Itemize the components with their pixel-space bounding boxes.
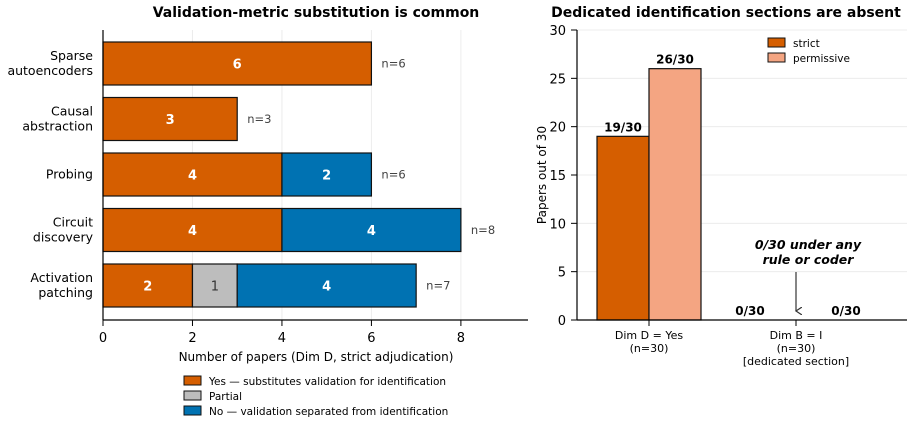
y-tick-label: 10 xyxy=(549,217,566,232)
y-tick-label: 20 xyxy=(549,121,566,136)
bar-value-label: 3 xyxy=(166,113,175,128)
n-count-label: n=6 xyxy=(381,168,405,182)
category-label: patching xyxy=(38,285,93,300)
bar-value-label: 0/30 xyxy=(831,304,860,318)
legend-swatch xyxy=(183,375,202,386)
right-y-axis-label: Papers out of 30 xyxy=(535,126,549,224)
legend-swatch xyxy=(183,405,202,416)
right-chart-title: Dedicated identification sections are ab… xyxy=(551,5,901,21)
bar-value-label: 4 xyxy=(188,169,197,184)
right-bars xyxy=(596,68,702,321)
bar-value-label: 2 xyxy=(322,169,331,184)
left-n-labels: n=6 n=3 n=6 n=8 n=7 xyxy=(247,57,495,293)
bar xyxy=(596,135,650,321)
bar-segment xyxy=(102,96,238,142)
category-label: (n=30) xyxy=(777,342,816,355)
n-count-label: n=7 xyxy=(426,279,450,293)
bar-value-label: 0/30 xyxy=(735,304,764,318)
left-bars xyxy=(102,41,462,308)
legend-label: Partial xyxy=(209,391,242,403)
x-tick-label: 4 xyxy=(278,331,286,346)
legend-swatch xyxy=(767,52,786,63)
x-tick-label: 6 xyxy=(367,331,375,346)
left-chart: Validation-metric substitution is common… xyxy=(7,5,528,418)
legend-label: Yes — substitutes validation for identif… xyxy=(208,376,446,388)
x-tick-label: 8 xyxy=(457,331,465,346)
n-count-label: n=6 xyxy=(381,57,405,71)
left-chart-title: Validation-metric substitution is common xyxy=(153,5,480,21)
category-label: Causal xyxy=(51,104,93,119)
legend-swatch xyxy=(183,390,202,401)
bar-value-label: 4 xyxy=(367,224,376,239)
y-tick-label: 0 xyxy=(558,314,566,329)
category-label: Probing xyxy=(46,167,93,182)
bar-value-label: 1 xyxy=(211,280,219,295)
right-legend: strict permissive xyxy=(767,37,850,65)
bar-segment xyxy=(281,207,462,253)
bar-value-label: 4 xyxy=(322,280,331,295)
y-tick-label: 30 xyxy=(549,24,566,39)
left-legend: Yes — substitutes validation for identif… xyxy=(183,375,448,418)
category-label: autoencoders xyxy=(7,63,93,78)
right-y-ticks: 0 5 10 15 20 25 30 xyxy=(549,24,577,329)
bar-segment xyxy=(102,152,283,197)
category-label: Dim D = Yes xyxy=(615,329,683,342)
legend-label: strict xyxy=(793,38,820,50)
category-label: abstraction xyxy=(22,119,93,134)
category-label: Circuit xyxy=(53,215,93,230)
y-tick-label: 15 xyxy=(549,169,566,184)
legend-label: No — validation separated from identific… xyxy=(209,406,448,418)
x-tick-label: 0 xyxy=(99,331,107,346)
category-label: (n=30) xyxy=(630,342,669,355)
annotation-text: rule or coder xyxy=(763,252,855,267)
bar-value-label: 2 xyxy=(143,280,152,295)
category-label: Sparse xyxy=(50,48,93,63)
bar-value-label: 19/30 xyxy=(604,120,642,134)
category-label: [dedicated section] xyxy=(743,355,849,368)
bar-value-label: 6 xyxy=(233,58,242,73)
left-value-labels: 6 3 4 2 4 4 2 1 4 xyxy=(143,58,376,295)
annotation-text: 0/30 under any xyxy=(755,237,862,252)
bar-segment xyxy=(236,263,417,308)
x-tick-label: 2 xyxy=(188,331,196,346)
right-value-labels: 19/30 26/30 0/30 0/30 xyxy=(604,53,861,318)
category-label: Dim B = I xyxy=(770,329,823,342)
legend-label: permissive xyxy=(793,53,850,65)
y-tick-label: 25 xyxy=(549,72,566,87)
right-gridlines xyxy=(577,29,907,273)
bar-value-label: 4 xyxy=(188,224,197,239)
left-x-axis-label: Number of papers (Dim D, strict adjudica… xyxy=(179,350,454,364)
y-tick-label: 5 xyxy=(558,266,566,281)
legend-swatch xyxy=(767,37,786,48)
bar xyxy=(648,68,702,321)
left-x-ticks: 0 2 4 6 8 xyxy=(99,320,465,346)
bar-segment xyxy=(281,152,373,197)
bar-segment xyxy=(102,41,373,86)
right-category-labels: Dim D = Yes(n=30)Dim B = I(n=30)[dedicat… xyxy=(615,320,849,368)
n-count-label: n=8 xyxy=(471,223,495,237)
bar-value-label: 26/30 xyxy=(656,53,694,67)
n-count-label: n=3 xyxy=(247,112,271,126)
right-chart: Dedicated identification sections are ab… xyxy=(535,5,907,368)
category-label: Activation xyxy=(30,270,93,285)
category-label: discovery xyxy=(33,230,94,245)
